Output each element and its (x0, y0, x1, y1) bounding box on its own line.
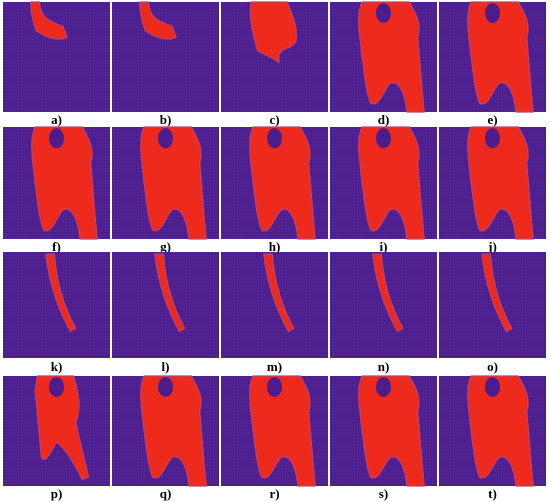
red-region (467, 126, 534, 240)
hole (485, 3, 500, 23)
panel: b) (112, 1, 219, 127)
hole (376, 377, 391, 397)
red-region (467, 1, 534, 113)
panel: s) (330, 375, 437, 501)
panel: i) (330, 126, 437, 254)
panel-image (3, 2, 110, 112)
hole (376, 3, 391, 23)
panel-label: d) (378, 112, 390, 127)
panel: t) (439, 375, 546, 501)
panel-label: h) (269, 239, 281, 254)
red-region (372, 253, 404, 333)
panel-label: n) (378, 359, 390, 374)
panel-label: s) (379, 486, 388, 501)
hole (376, 128, 391, 149)
red-region (154, 253, 186, 333)
panel: r) (221, 375, 328, 501)
panel-label: q) (160, 486, 172, 501)
red-region (467, 375, 534, 487)
panel: e) (439, 1, 546, 127)
panel: n) (330, 252, 437, 374)
hole (267, 377, 282, 397)
panel-label: b) (160, 112, 172, 127)
panel: k) (3, 252, 110, 374)
panel-image (112, 2, 219, 112)
hole (485, 128, 500, 149)
hole (158, 128, 173, 149)
panel-label: p) (51, 486, 63, 501)
red-region (140, 126, 207, 240)
panel: l) (112, 252, 219, 374)
panel: d) (330, 1, 437, 127)
red-region (481, 253, 513, 333)
panel-label: t) (488, 486, 497, 501)
panel-label: e) (487, 112, 497, 127)
panel-label: l) (162, 359, 170, 374)
red-region (249, 375, 316, 487)
red-region (140, 375, 207, 487)
panel-label: j) (487, 239, 497, 254)
red-region (358, 375, 425, 487)
panel-label: r) (269, 486, 279, 501)
panel: o) (439, 252, 546, 374)
panel-label: m) (267, 359, 282, 374)
red-region (34, 375, 90, 481)
panel-label: i) (380, 239, 388, 254)
panel: g) (112, 126, 219, 254)
red-region (358, 126, 425, 240)
panel: a) (3, 1, 110, 127)
hole (485, 377, 500, 397)
red-region (31, 126, 98, 240)
panel-label: f) (52, 239, 61, 254)
red-region (249, 126, 316, 240)
panel-label: a) (51, 112, 62, 127)
panel: q) (112, 375, 219, 501)
red-region (249, 1, 297, 64)
hole (158, 377, 173, 397)
panel: f) (3, 126, 110, 254)
panel: c) (221, 1, 328, 127)
red-region (139, 1, 178, 40)
hole (49, 377, 64, 397)
red-region (263, 253, 295, 333)
red-region (30, 1, 69, 40)
panel: m) (221, 252, 328, 374)
hole (49, 128, 64, 149)
panel: p) (3, 375, 110, 501)
panel-label: k) (51, 359, 63, 374)
red-region (45, 253, 77, 333)
panel: h) (221, 126, 328, 254)
hole (267, 128, 282, 149)
panel-label: g) (160, 239, 171, 254)
panel-label: o) (487, 359, 498, 374)
red-region (358, 1, 425, 113)
panel: j) (439, 126, 546, 254)
panel-label: c) (269, 112, 279, 127)
